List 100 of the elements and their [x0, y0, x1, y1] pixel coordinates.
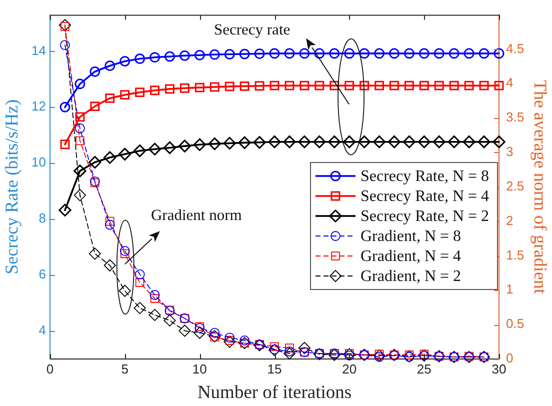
point — [314, 80, 324, 90]
point — [479, 80, 489, 90]
point — [210, 82, 220, 92]
y-tick-label: 10 — [32, 154, 46, 170]
point — [60, 40, 70, 50]
y-tick-label: 6 — [38, 266, 46, 282]
point — [238, 136, 251, 150]
point — [75, 112, 85, 122]
y2-tick-label: 1.5 — [506, 247, 524, 262]
point — [492, 135, 506, 148]
point — [270, 80, 280, 90]
point — [328, 135, 341, 148]
point — [104, 60, 116, 71]
point — [478, 48, 490, 59]
point — [194, 82, 204, 92]
point — [150, 52, 160, 63]
point — [402, 135, 416, 148]
point — [464, 80, 474, 90]
point — [388, 48, 400, 59]
point — [342, 135, 356, 148]
point — [358, 135, 371, 148]
y2-tick-label: 3.5 — [506, 110, 524, 125]
point — [344, 80, 354, 90]
point — [74, 164, 86, 178]
y2-tick-label: 4 — [506, 75, 514, 90]
point — [284, 346, 294, 356]
point — [404, 350, 414, 360]
point — [60, 140, 70, 150]
point — [268, 135, 281, 148]
point — [299, 48, 310, 59]
point — [283, 135, 296, 148]
point — [254, 48, 265, 59]
point — [134, 53, 146, 64]
point — [360, 80, 370, 90]
point — [374, 48, 385, 59]
point — [120, 56, 130, 67]
point — [148, 308, 161, 321]
point — [284, 80, 294, 90]
y-axis-title: Secrecy Rate (bits/s/Hz) — [2, 99, 22, 274]
point — [133, 144, 146, 158]
point — [120, 246, 130, 256]
point — [300, 80, 310, 90]
point — [388, 135, 401, 148]
legend-label: Gradient, N = 4 — [360, 248, 462, 266]
point — [432, 135, 446, 148]
point — [478, 135, 490, 148]
point — [104, 259, 116, 272]
point — [118, 148, 132, 161]
point — [208, 137, 221, 150]
legend-label: Secrecy Rate, N = 8 — [360, 168, 490, 186]
point — [434, 48, 444, 59]
y-tick-label: 14 — [32, 42, 46, 58]
point — [74, 123, 85, 134]
point — [135, 88, 145, 98]
point — [240, 81, 250, 91]
point — [494, 48, 504, 59]
point — [418, 48, 430, 59]
point — [135, 278, 144, 287]
point — [164, 51, 175, 62]
point — [150, 294, 160, 303]
x-tick-label: 15 — [267, 361, 282, 376]
point — [418, 135, 431, 148]
point — [344, 350, 354, 361]
point — [210, 328, 220, 338]
point — [194, 50, 205, 60]
x-tick-label: 20 — [342, 361, 357, 376]
point — [224, 332, 235, 343]
y2-tick-label: 0 — [506, 350, 514, 366]
point — [209, 49, 220, 60]
point — [76, 136, 84, 146]
point — [194, 326, 206, 339]
legend-label: Gradient, N = 8 — [360, 228, 462, 246]
x-tick-label: 30 — [492, 361, 506, 376]
annotation: Secrecy rate — [214, 21, 290, 38]
y-tick-label: 12 — [32, 98, 46, 114]
point — [494, 80, 504, 90]
point — [224, 49, 235, 60]
legend-label: Secrecy Rate, N = 4 — [360, 188, 490, 206]
point — [164, 314, 176, 326]
y2-tick-label: 4.5 — [506, 40, 524, 56]
x-axis-title: Number of iterations — [197, 382, 352, 403]
point — [88, 156, 102, 169]
point — [359, 48, 370, 59]
point — [448, 135, 460, 148]
point — [284, 48, 295, 59]
point — [120, 249, 130, 258]
point — [372, 135, 386, 148]
point — [390, 80, 399, 90]
point — [150, 290, 160, 300]
point — [165, 84, 174, 94]
legend-label: Gradient, N = 2 — [360, 268, 462, 286]
y-tick-label: 8 — [38, 210, 46, 226]
point — [298, 135, 311, 148]
point — [88, 248, 101, 260]
point — [448, 48, 460, 59]
x-tick-label: 0 — [46, 361, 54, 376]
point — [180, 83, 190, 93]
point — [330, 80, 340, 90]
point — [374, 80, 384, 90]
point — [313, 135, 326, 148]
